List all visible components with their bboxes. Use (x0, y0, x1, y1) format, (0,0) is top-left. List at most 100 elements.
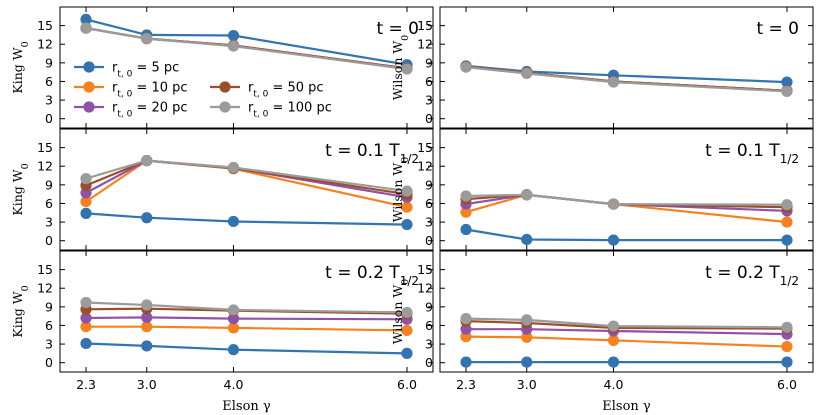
x-tick-label: 4.0 (604, 377, 624, 392)
panel-title: t = 0.1 T1/2 (705, 141, 799, 166)
data-point (401, 63, 413, 75)
panel-title: t = 0.2 T1/2 (705, 263, 799, 288)
data-point (80, 296, 92, 309)
y-tick-label: 3 (45, 93, 53, 108)
data-point (607, 334, 620, 346)
legend-label-main: r (112, 81, 118, 96)
legend-label-sub: t, 0 (117, 110, 132, 120)
panel-frame (439, 6, 814, 129)
panel-title-main: t = 0.1 T (325, 141, 400, 161)
series-line (86, 325, 408, 332)
y-tick-label: 9 (425, 177, 433, 192)
y-tick-label: 0 (45, 233, 53, 248)
data-point (521, 233, 533, 246)
data-point (401, 347, 413, 359)
data-point (80, 312, 92, 324)
data-point (607, 76, 620, 88)
series-line (466, 328, 788, 336)
series-line (85, 159, 408, 193)
legend-label-sub: t, 0 (117, 90, 132, 100)
y-axis-label-main: Wilson W (390, 163, 405, 223)
legend-item: rt, 0 = 10 pc (74, 81, 188, 100)
y-axis-label: Wilson W0 (390, 157, 411, 222)
data-point (227, 29, 240, 42)
panel-title-main: t = 0.2 T (325, 263, 400, 283)
y-axis-label-sub: 0 (20, 285, 31, 291)
data-point (141, 299, 153, 311)
data-point (80, 321, 92, 333)
y-tick-label: 0 (45, 111, 53, 126)
y-axis-label-sub: 0 (400, 35, 411, 41)
panel-title: t = 0 (756, 19, 799, 39)
legend-label-rest: = 20 pc (132, 101, 187, 116)
series-line (465, 228, 787, 242)
panel-title: t = 0.2 T1/2 (325, 263, 419, 288)
data-point (80, 22, 92, 34)
data-point (227, 313, 240, 325)
legend-item: rt, 0 = 20 pc (74, 101, 188, 120)
x-tick-label: 6.0 (397, 377, 417, 392)
data-point (227, 161, 240, 174)
series-line (465, 317, 788, 329)
series-line (465, 64, 788, 84)
y-axis-label: Wilson W0 (390, 35, 411, 100)
legend-marker (83, 81, 95, 93)
data-point (521, 314, 533, 326)
x-tick-label: 2.3 (456, 377, 476, 392)
legend-item: rt, 0 = 100 pc (210, 101, 332, 120)
data-point (607, 198, 620, 210)
series-line (85, 316, 408, 321)
legend-label-main: r (112, 61, 118, 76)
data-point (781, 216, 793, 228)
y-axis-label-main: King W (10, 291, 25, 337)
x-tick-label: 3.0 (137, 377, 157, 392)
legend-label-sub: t, 0 (253, 110, 268, 120)
data-point (781, 76, 793, 88)
data-point (781, 321, 793, 333)
panel-title: t = 0.1 T1/2 (325, 141, 419, 166)
y-tick-label: 15 (417, 262, 433, 277)
data-point (141, 212, 153, 224)
y-tick-label: 0 (425, 355, 433, 370)
data-point (607, 234, 620, 246)
data-point (80, 173, 92, 185)
legend-item: rt, 0 = 5 pc (74, 61, 179, 80)
y-axis-label: Wilson W0 (390, 279, 411, 344)
legend-label: rt, 0 = 100 pc (248, 101, 332, 120)
data-point (401, 306, 413, 319)
y-tick-label: 9 (425, 55, 433, 70)
data-point (401, 185, 413, 197)
y-tick-label: 3 (425, 337, 433, 352)
panel-title: t = 0 (376, 19, 419, 39)
y-tick-label: 9 (45, 55, 53, 70)
y-tick-label: 0 (425, 233, 433, 248)
y-axis-label-main: King W (10, 47, 25, 93)
legend-label-sub: t, 0 (117, 70, 132, 80)
data-point (521, 189, 533, 201)
data-point (141, 311, 153, 323)
y-tick-label: 6 (45, 74, 53, 89)
series-line (85, 342, 408, 355)
y-tick-label: 0 (45, 355, 53, 370)
data-point (521, 356, 533, 368)
y-tick-label: 3 (425, 93, 433, 108)
legend-label: rt, 0 = 20 pc (112, 101, 188, 120)
data-point (781, 340, 793, 353)
y-axis-label-main: Wilson W (390, 41, 405, 101)
series-line (465, 320, 788, 330)
data-point (141, 321, 153, 333)
y-tick-label: 12 (417, 159, 433, 174)
data-point (460, 190, 472, 202)
y-tick-label: 9 (45, 299, 53, 314)
panel-frame (439, 128, 814, 251)
data-point (607, 320, 620, 332)
legend-marker (219, 101, 231, 113)
legend-label-rest: = 100 pc (268, 101, 332, 116)
y-axis-label: King W0 (10, 41, 31, 93)
y-tick-label: 15 (37, 18, 53, 33)
